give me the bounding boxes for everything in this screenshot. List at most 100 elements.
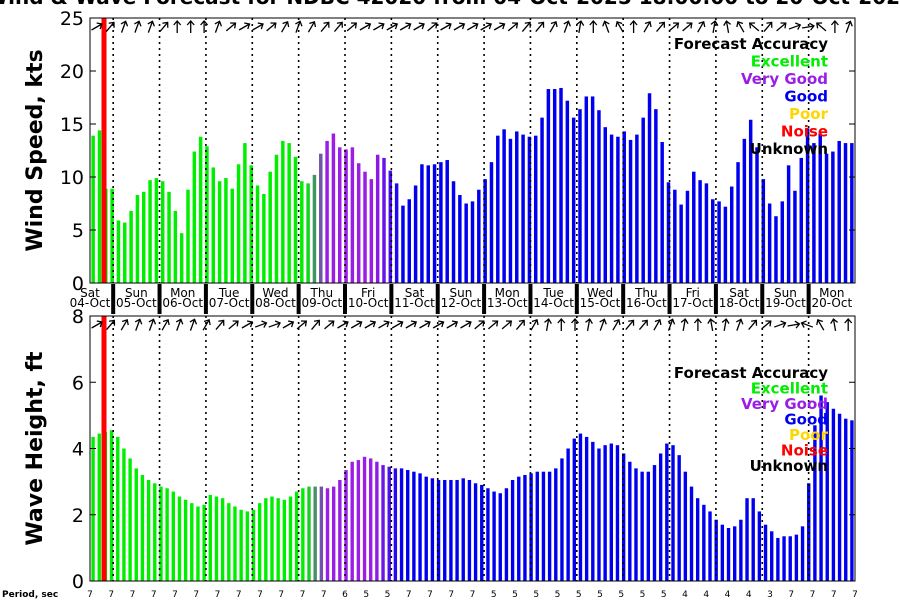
day-date: 20-Oct (811, 296, 852, 310)
day-band (90, 284, 855, 314)
day-name: Tue (218, 286, 240, 300)
direction-arrow (638, 319, 648, 331)
direction-arrow (707, 318, 716, 332)
day-date: 06-Oct (162, 296, 203, 310)
direction-arrow (378, 320, 390, 329)
direction-arrow (173, 20, 182, 33)
direction-arrow (801, 22, 815, 31)
bar (190, 503, 194, 581)
bar (726, 528, 731, 581)
bar (695, 498, 700, 581)
direction-arrow (830, 20, 839, 33)
bar (552, 89, 557, 284)
bar (547, 471, 552, 581)
bar (375, 461, 379, 581)
direction-arrow (307, 20, 317, 33)
bar (192, 151, 197, 283)
period-value: 7 (172, 590, 178, 600)
bar (91, 436, 95, 581)
period-value: 7 (470, 590, 476, 600)
bar (590, 96, 595, 283)
bar (186, 189, 190, 283)
bar (196, 506, 200, 581)
bar (654, 109, 658, 283)
bar (406, 470, 410, 581)
bar (331, 133, 336, 283)
direction-arrow (432, 320, 445, 329)
y-tick-label: 2 (72, 505, 84, 527)
y-tick-label: 15 (60, 114, 84, 136)
bar (211, 167, 216, 283)
bar (628, 461, 632, 581)
bar (559, 87, 563, 284)
bar (751, 498, 755, 581)
bar (850, 143, 854, 283)
bar (652, 465, 657, 581)
direction-arrow (214, 20, 223, 33)
bar (560, 458, 564, 581)
bar (748, 119, 753, 283)
period-value: 7 (448, 590, 454, 600)
bar (665, 443, 669, 581)
bar (831, 151, 835, 283)
bar (571, 117, 576, 283)
bar (436, 479, 441, 581)
bar (236, 164, 241, 283)
direction-arrow (453, 22, 466, 31)
direction-arrow (474, 320, 485, 330)
bar (782, 536, 786, 581)
period-value: 3 (767, 590, 773, 600)
direction-arrow (333, 21, 343, 33)
day-name: Mon (495, 286, 520, 300)
bar (770, 531, 774, 581)
day-name: Sat (729, 286, 749, 300)
bar (413, 185, 418, 283)
period-value: 5 (640, 590, 646, 600)
bar (486, 488, 490, 581)
legend-item-noise: Noise (781, 123, 828, 141)
direction-arrow (266, 22, 277, 32)
wave-height-panel: 0 2 4 6 8 Wave Height, ft Forecast AccuracyExc… (23, 306, 856, 593)
bar (517, 476, 521, 581)
direction-arrow (466, 22, 479, 31)
bar (451, 181, 456, 283)
bar (325, 488, 330, 581)
direction-arrow (460, 320, 472, 329)
bar (233, 506, 237, 581)
bar (294, 491, 299, 581)
bar (307, 486, 311, 581)
bar (255, 185, 260, 283)
bar (134, 468, 138, 582)
bar (399, 468, 404, 582)
bar (128, 458, 132, 581)
bar (711, 199, 715, 283)
bar (658, 453, 663, 581)
bar (844, 418, 848, 581)
wind-speed-panel: 0 5 10 15 20 25 Wind Speed, kts Forecast Accura… (23, 8, 856, 295)
bar (805, 128, 810, 283)
bar (794, 534, 799, 582)
direction-arrow (535, 21, 545, 33)
bar (800, 526, 805, 581)
legend-item-noise: Noise (781, 442, 828, 460)
bar (616, 136, 620, 283)
bar (319, 153, 323, 283)
direction-arrow (816, 318, 825, 331)
period-value: 5 (363, 590, 369, 600)
bar (129, 210, 133, 283)
day-date: 05-Oct (116, 296, 157, 310)
period-value: 7 (406, 590, 412, 600)
day-name: Sun (449, 286, 472, 300)
bar (276, 498, 280, 581)
plot-frame (89, 17, 856, 284)
bar (572, 438, 576, 581)
day-date: 19-Oct (765, 296, 806, 310)
direction-arrow (776, 22, 787, 32)
bar (171, 491, 175, 581)
day-date: 12-Oct (441, 296, 482, 310)
direction-arrow (625, 319, 635, 331)
direction-arrow (656, 21, 666, 33)
y-axis-label: Wave Height, ft (23, 351, 48, 546)
bar (319, 486, 324, 581)
